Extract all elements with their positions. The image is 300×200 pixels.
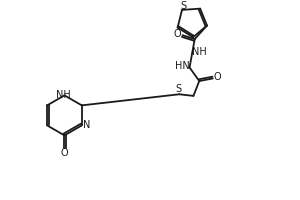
Text: NH: NH: [56, 90, 71, 100]
Text: NH: NH: [192, 47, 207, 57]
Text: O: O: [61, 148, 68, 158]
Text: N: N: [82, 120, 90, 130]
Text: O: O: [174, 29, 182, 39]
Text: S: S: [175, 84, 181, 94]
Text: O: O: [214, 72, 221, 82]
Text: HN: HN: [175, 61, 190, 71]
Text: S: S: [180, 1, 186, 11]
